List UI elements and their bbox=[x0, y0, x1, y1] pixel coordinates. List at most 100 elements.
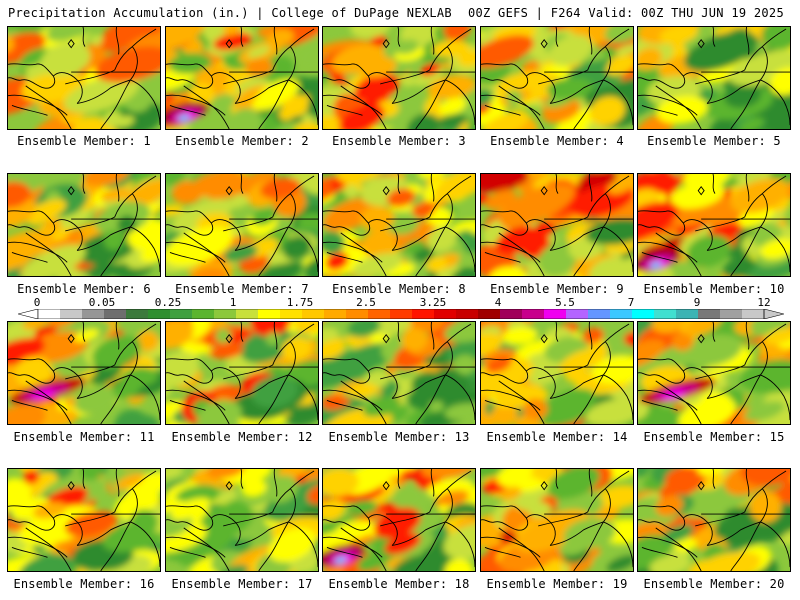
colorbar-swatch bbox=[478, 309, 501, 319]
colorbar-swatch bbox=[302, 309, 325, 319]
member-caption: Ensemble Member: 13 bbox=[328, 430, 470, 444]
colorbar-swatch bbox=[258, 309, 281, 319]
colorbar-swatch bbox=[412, 309, 435, 319]
colorbar-tick-label: 1.75 bbox=[286, 296, 314, 309]
ensemble-member-map bbox=[322, 468, 476, 572]
colorbar-tick-label: 0.05 bbox=[88, 296, 116, 309]
precip-field bbox=[8, 469, 160, 571]
member-caption: Ensemble Member: 12 bbox=[171, 430, 313, 444]
colorbar-swatch bbox=[214, 309, 237, 319]
member-caption: Ensemble Member: 16 bbox=[13, 577, 155, 591]
colorbar-tick-label: 9 bbox=[693, 296, 701, 309]
colorbar-swatch bbox=[566, 309, 589, 319]
map-boundaries bbox=[8, 469, 160, 571]
map-boundaries bbox=[166, 469, 318, 571]
colorbar-tick-label: 4 bbox=[494, 296, 502, 309]
colorbar-swatch bbox=[346, 309, 369, 319]
colorbar-tick-label: 1 bbox=[229, 296, 237, 309]
ensemble-member-map bbox=[480, 26, 634, 130]
colorbar-swatch bbox=[720, 309, 743, 319]
member-caption: Ensemble Member: 14 bbox=[486, 430, 628, 444]
colorbar-swatch bbox=[170, 309, 193, 319]
precip-field bbox=[638, 27, 790, 129]
model-run-info: 00Z GEFS | F264 Valid: 00Z THU JUN 19 20… bbox=[467, 6, 784, 20]
field-blobs bbox=[8, 174, 160, 276]
colorbar-swatch bbox=[698, 309, 721, 319]
colorbar-swatch bbox=[632, 309, 655, 319]
field-blobs bbox=[481, 174, 633, 276]
colorbar-swatch bbox=[588, 309, 611, 319]
map-boundaries bbox=[8, 322, 160, 424]
map-boundaries bbox=[323, 469, 475, 571]
colorbar-low-arrow bbox=[18, 309, 39, 319]
precip-colorbar bbox=[18, 309, 784, 319]
ensemble-member-map bbox=[7, 173, 161, 277]
field-blobs bbox=[638, 174, 790, 276]
colorbar-tick-label: 0 bbox=[33, 296, 41, 309]
colorbar-tick-label: 12 bbox=[757, 296, 771, 309]
colorbar-swatch bbox=[742, 309, 765, 319]
member-caption: Ensemble Member: 9 bbox=[490, 282, 624, 296]
ensemble-member-map bbox=[322, 173, 476, 277]
map-boundaries bbox=[166, 27, 318, 129]
field-blobs bbox=[481, 27, 633, 129]
member-caption: Ensemble Member: 4 bbox=[490, 134, 624, 148]
ensemble-member-map bbox=[637, 321, 791, 425]
ensemble-member-map bbox=[7, 321, 161, 425]
map-boundaries bbox=[8, 174, 160, 276]
ensemble-member-map bbox=[322, 26, 476, 130]
map-boundaries bbox=[638, 469, 790, 571]
colorbar-high-arrow bbox=[763, 309, 784, 319]
colorbar-swatch bbox=[500, 309, 523, 319]
colorbar-swatch bbox=[148, 309, 171, 319]
colorbar-swatch bbox=[280, 309, 303, 319]
colorbar-swatch bbox=[126, 309, 149, 319]
colorbar-tick-label: 5.5 bbox=[555, 296, 575, 309]
precip-field bbox=[166, 322, 318, 424]
precip-field bbox=[323, 174, 475, 276]
map-boundaries bbox=[323, 174, 475, 276]
precip-field bbox=[323, 469, 475, 571]
precip-field bbox=[481, 174, 633, 276]
member-caption: Ensemble Member: 8 bbox=[332, 282, 466, 296]
precip-field bbox=[8, 174, 160, 276]
ensemble-member-map bbox=[165, 26, 319, 130]
colorbar-swatch bbox=[60, 309, 83, 319]
map-boundaries bbox=[481, 469, 633, 571]
map-boundaries bbox=[323, 322, 475, 424]
field-blobs bbox=[8, 322, 160, 424]
colorbar-swatch bbox=[544, 309, 567, 319]
colorbar-tick-label: 0.25 bbox=[154, 296, 182, 309]
member-caption: Ensemble Member: 2 bbox=[175, 134, 309, 148]
ensemble-member-map bbox=[637, 468, 791, 572]
ensemble-member-map bbox=[165, 173, 319, 277]
member-caption: Ensemble Member: 3 bbox=[332, 134, 466, 148]
colorbar-swatch bbox=[456, 309, 479, 319]
colorbar-swatch bbox=[368, 309, 391, 319]
ensemble-member-map bbox=[7, 26, 161, 130]
colorbar-swatch bbox=[236, 309, 259, 319]
ensemble-member-map bbox=[322, 321, 476, 425]
member-caption: Ensemble Member: 7 bbox=[175, 282, 309, 296]
ensemble-member-map bbox=[165, 468, 319, 572]
member-caption: Ensemble Member: 18 bbox=[328, 577, 470, 591]
map-boundaries bbox=[481, 27, 633, 129]
ensemble-member-map bbox=[480, 321, 634, 425]
precip-field bbox=[166, 174, 318, 276]
ensemble-member-map bbox=[7, 468, 161, 572]
colorbar-tick-label: 7 bbox=[627, 296, 635, 309]
field-blobs bbox=[8, 469, 160, 571]
map-boundaries bbox=[8, 27, 160, 129]
colorbar-swatch bbox=[324, 309, 347, 319]
precip-field bbox=[8, 322, 160, 424]
field-blobs bbox=[638, 27, 790, 129]
field-blobs bbox=[323, 469, 475, 571]
map-boundaries bbox=[323, 27, 475, 129]
member-caption: Ensemble Member: 5 bbox=[647, 134, 781, 148]
colorbar-swatch bbox=[38, 309, 61, 319]
map-boundaries bbox=[166, 322, 318, 424]
precip-field bbox=[638, 174, 790, 276]
ensemble-member-map bbox=[637, 26, 791, 130]
field-blobs bbox=[638, 469, 790, 571]
colorbar-swatch bbox=[192, 309, 215, 319]
